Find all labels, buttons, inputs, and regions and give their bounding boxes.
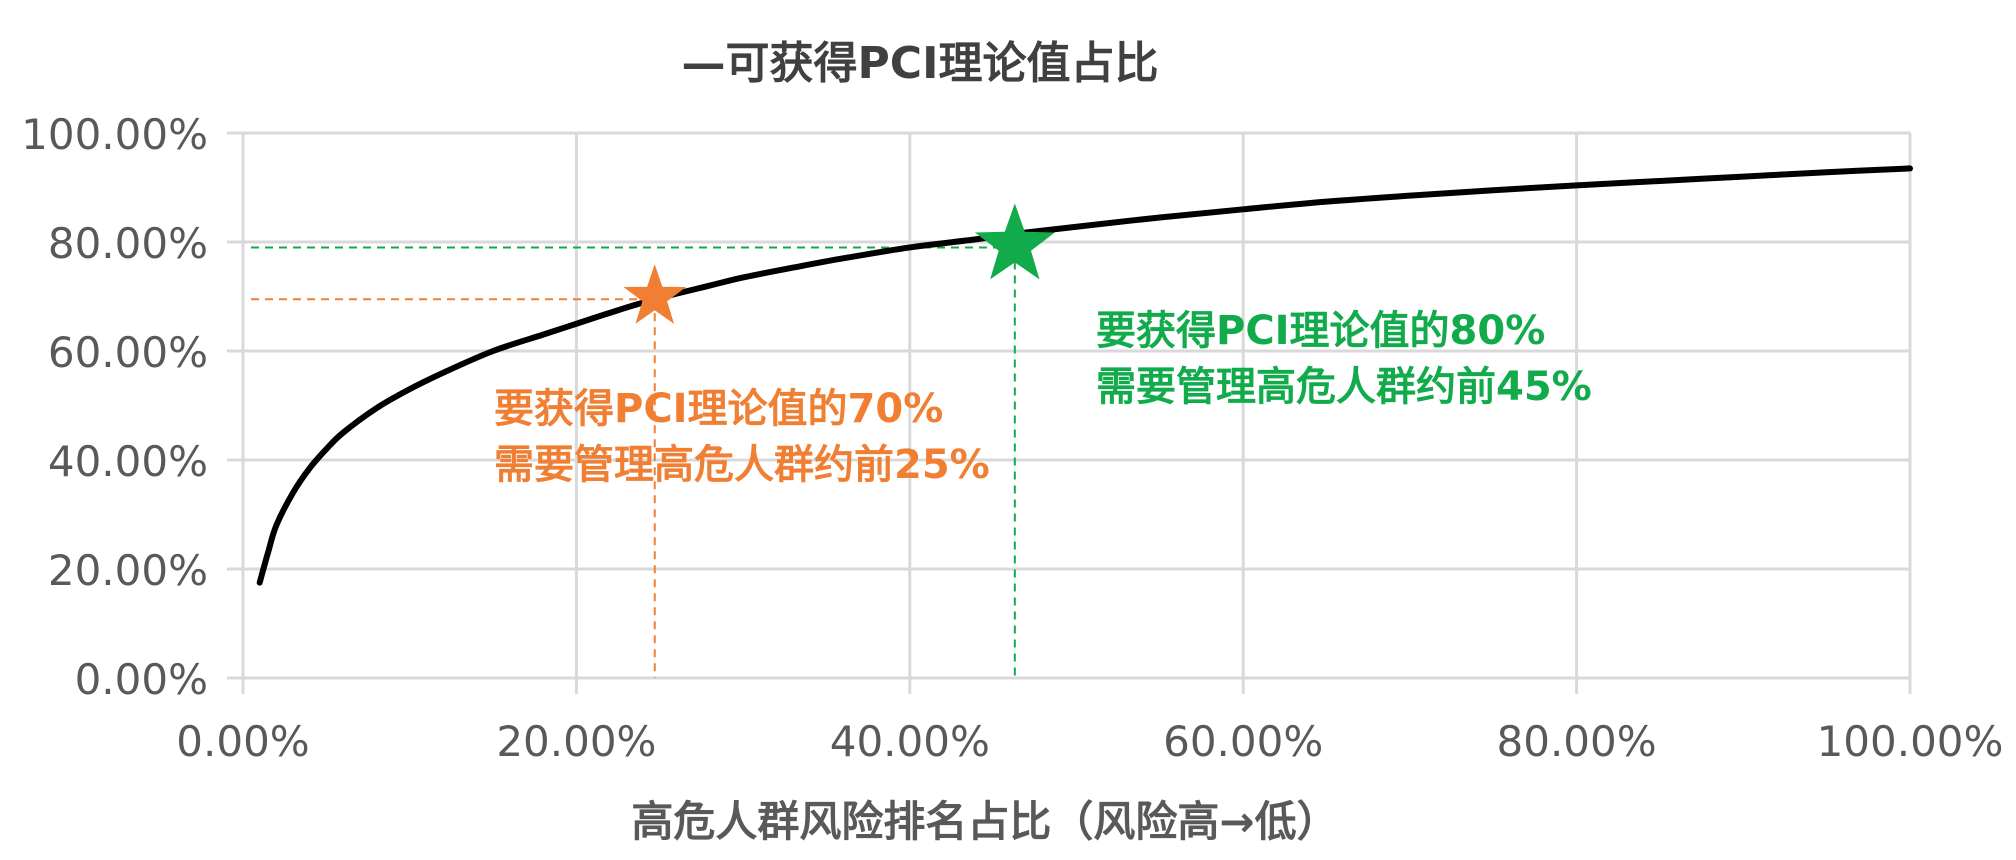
axis-layer: 0.00% 20.00% 40.00% 60.00% 80.00% 100.00% 0.00… (21, 110, 2003, 766)
annotation-label-line: 要获得PCI理论值的70% (494, 386, 943, 432)
x-tick-label: 100.00% (1817, 717, 2004, 766)
x-tick-label: 60.00% (1163, 717, 1323, 766)
y-tick-label: 40.00% (48, 437, 208, 486)
grid-layer (227, 131, 1912, 694)
x-tick-label: 0.00% (176, 717, 309, 766)
y-tick-label: 80.00% (48, 219, 208, 268)
x-tick-label: 40.00% (830, 717, 990, 766)
annotation-label: 要获得PCI理论值的70% 需要管理高危人群约前25% (494, 386, 990, 488)
annotation-layer: 要获得PCI理论值的70% 需要管理高危人群约前25% 要获得PCI理论值的80% 需… (494, 203, 1592, 488)
annotation-label-line: 需要管理高危人群约前25% (494, 442, 990, 488)
x-tick-label: 20.00% (496, 717, 656, 766)
annotation-star-marker (974, 203, 1055, 280)
y-tick-label: 0.00% (75, 655, 208, 704)
annotation-label-line: 需要管理高危人群约前45% (1096, 364, 1592, 410)
y-tick-label: 100.00% (21, 110, 208, 159)
chart-title: —可获得PCI理论值占比 (682, 38, 1159, 89)
annotation-label-line: 要获得PCI理论值的80% (1096, 308, 1545, 354)
annotation-star-marker (623, 264, 687, 324)
annotation-label: 要获得PCI理论值的80% 需要管理高危人群约前45% (1096, 308, 1592, 410)
x-tick-label: 80.00% (1497, 717, 1657, 766)
y-tick-label: 60.00% (48, 328, 208, 377)
y-tick-label: 20.00% (48, 546, 208, 595)
x-axis-label: 高危人群风险排名占比（风险高→低） (631, 797, 1338, 846)
series-layer (256, 165, 1913, 586)
series-line (256, 165, 1913, 586)
